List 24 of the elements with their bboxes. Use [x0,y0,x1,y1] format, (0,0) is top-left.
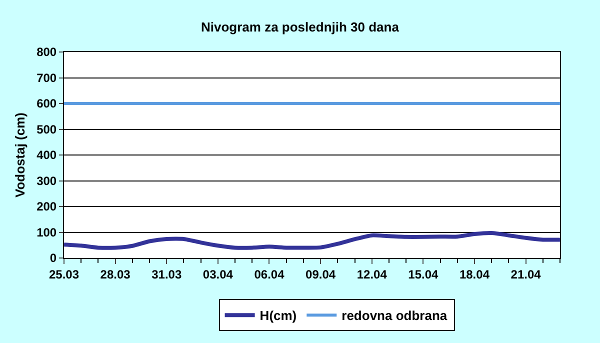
x-tick-label: 06.04 [254,267,285,282]
y-tick-label: 100 [36,225,57,240]
line-series [64,231,560,250]
y-tick-label: 700 [36,70,57,85]
x-tick-label: 18.04 [459,267,490,282]
chart-title: Nivogram za poslednjih 30 dana [201,19,400,34]
x-tick-label: 21.04 [510,267,542,282]
x-tick-label: 03.04 [202,267,234,282]
y-tick-label: 300 [36,174,57,188]
x-tick-label: 15.04 [408,267,439,282]
x-tick-label: 09.04 [306,267,336,282]
y-tick-label: 500 [36,122,57,136]
legend-label: H(cm) [260,308,297,324]
legend-label: redovna odbrana [342,308,448,324]
x-tick-label: 25.03 [48,267,80,282]
y-tick-label: 400 [36,148,57,162]
x-tick-label: 31.03 [152,267,182,282]
y-tick-label: 200 [36,200,57,214]
y-tick-label: 800 [36,45,57,60]
x-tick-label: 12.04 [356,267,388,282]
y-tick-label: 600 [36,96,57,111]
y-tick-label: 0 [50,251,57,266]
y-axis-title: Vodostaj (cm) [12,112,28,198]
x-tick-label: 28.03 [100,267,131,282]
